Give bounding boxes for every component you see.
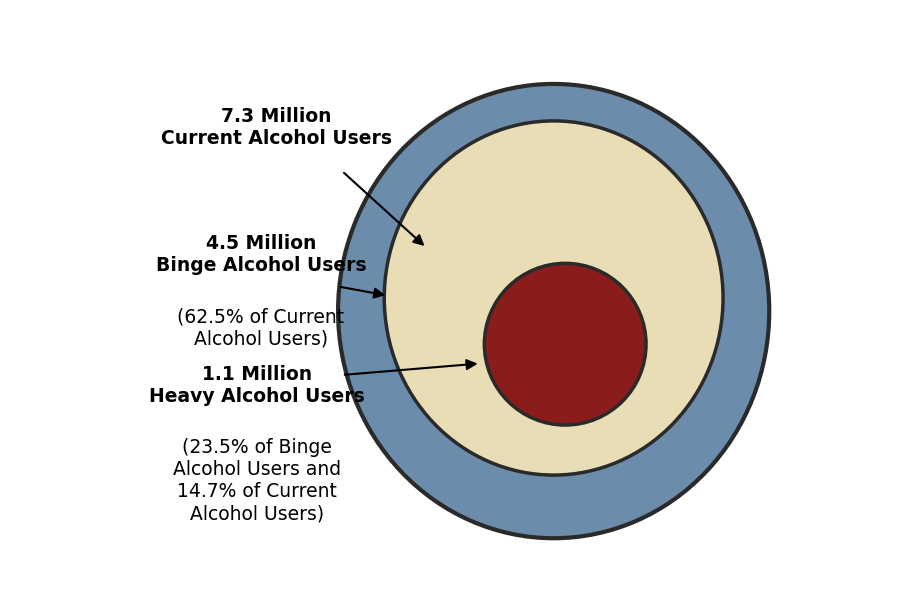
Ellipse shape bbox=[484, 263, 646, 425]
Text: (23.5% of Binge
Alcohol Users and
14.7% of Current
Alcohol Users): (23.5% of Binge Alcohol Users and 14.7% … bbox=[173, 438, 341, 523]
Text: 1.1 Million
Heavy Alcohol Users
(23.5% of Binge
Alcohol Users and
14.7% of Curre: 1.1 Million Heavy Alcohol Users (23.5% o… bbox=[161, 341, 354, 470]
Text: 7.3 Million
Current Alcohol Users: 7.3 Million Current Alcohol Users bbox=[161, 107, 392, 148]
Text: (62.5% of Current
Alcohol Users): (62.5% of Current Alcohol Users) bbox=[177, 307, 345, 348]
Ellipse shape bbox=[338, 84, 770, 538]
Ellipse shape bbox=[384, 121, 723, 475]
Text: 4.5 Million
Binge Alcohol Users: 4.5 Million Binge Alcohol Users bbox=[156, 234, 366, 275]
Text: 1.1 Million
Heavy Alcohol Users: 1.1 Million Heavy Alcohol Users bbox=[149, 365, 365, 406]
Text: 4.5 Million
Binge Alcohol Users
(62.5% of Current
Alcohol Users): 4.5 Million Binge Alcohol Users (62.5% o… bbox=[168, 232, 355, 317]
